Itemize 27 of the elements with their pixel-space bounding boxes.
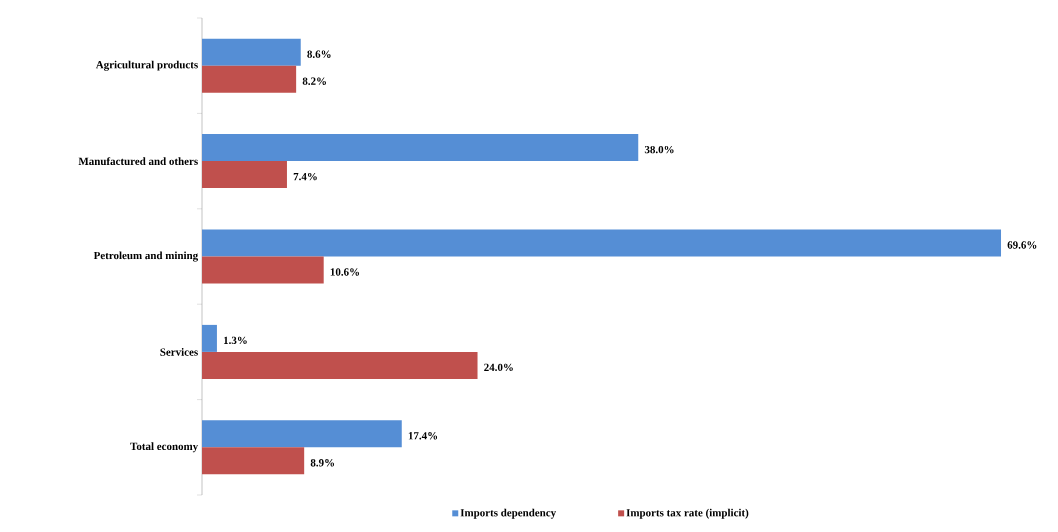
bar bbox=[202, 229, 1002, 257]
data-label: 8.6% bbox=[307, 50, 331, 58]
data-label: 17.4% bbox=[408, 432, 438, 440]
data-label: 7.4% bbox=[293, 172, 317, 181]
y-tick-label: Manufactured and others bbox=[78, 157, 198, 166]
data-label: 8.2% bbox=[302, 77, 326, 85]
data-label: 69.6% bbox=[1007, 241, 1037, 249]
legend-label: Imports dependency bbox=[460, 508, 557, 519]
bar bbox=[202, 161, 287, 189]
data-label: 8.9% bbox=[310, 459, 334, 467]
bar bbox=[202, 65, 297, 93]
bar bbox=[202, 134, 639, 162]
y-tick-label: Total economy bbox=[130, 442, 199, 453]
bar bbox=[202, 351, 478, 379]
data-label: 10.6% bbox=[330, 268, 359, 276]
y-tick-label: Services bbox=[160, 348, 198, 356]
data-label: 38.0% bbox=[644, 145, 674, 154]
legend-label: Imports tax rate (implicit) bbox=[626, 508, 749, 519]
bar bbox=[202, 38, 301, 66]
data-label: 1.3% bbox=[224, 336, 247, 345]
bar bbox=[202, 324, 217, 352]
y-tick-label: Agricultural products bbox=[95, 60, 198, 71]
data-label: 24.0% bbox=[484, 363, 513, 372]
y-tick-label: Petroleum and mining bbox=[93, 251, 199, 262]
bar bbox=[202, 447, 305, 475]
bar bbox=[202, 420, 402, 448]
bar bbox=[202, 256, 324, 284]
